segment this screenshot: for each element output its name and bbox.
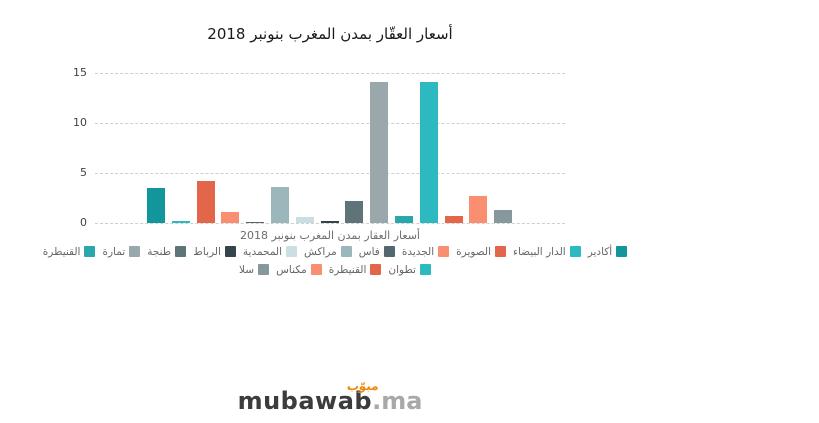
legend-item: سلا [239,262,270,277]
legend-label: الرباط [193,245,221,258]
chart-bar[interactable] [271,187,289,223]
chart-bar[interactable] [419,82,438,223]
legend-label: القنيطرة [42,245,81,258]
legend-item: القنيطرة [43,244,96,259]
chart-bar[interactable] [395,216,413,223]
chart-bar[interactable] [147,188,165,223]
chart-bar[interactable] [345,201,364,223]
legend-item: القنيطرة [329,262,382,277]
legend-item: مكناس [276,262,322,277]
legend-label: الصويرة [456,245,492,258]
legend-item: الجديدة [401,244,450,259]
chart-bar[interactable] [320,221,339,223]
legend-swatch [438,246,450,257]
chart-bar[interactable] [295,217,314,223]
legend-label: القنيطرة [328,263,367,276]
legend-label: سلا [239,263,255,276]
gridline-y0 [95,223,565,224]
legend-item: مراكش [304,244,352,259]
legend-label: فاس [358,245,380,258]
mubawab-wordmark: mubawab [237,387,373,415]
legend-swatch [495,246,507,257]
legend: أكادير الدار البيضاء الصويرة الجديدة فاس مراك… [43,244,628,277]
legend-label: تطوان [388,263,416,276]
legend-swatch [84,246,96,257]
legend-item: المحمدية [242,244,298,259]
legend-swatch [419,264,431,275]
legend-swatch [224,246,236,257]
legend-swatch [258,264,270,275]
chart-bar[interactable] [171,221,190,223]
legend-item: أكادير [588,244,628,259]
legend-swatch [370,264,382,275]
chart-bar[interactable] [469,196,488,223]
chart-bar[interactable] [370,82,389,223]
legend-item: الدار البيضاء [513,244,581,259]
legend-row-2: تطوان القنيطرة مكناس سلا [239,262,431,277]
legend-label: مكناس [276,263,307,276]
legend-label: أكادير [587,245,613,258]
legend-item: تمارة [102,244,141,259]
chart-bar[interactable] [494,210,513,223]
y-tick-label-0: 0 [80,216,87,229]
gridline-y5 [95,173,565,174]
legend-swatch [310,264,322,275]
legend-swatch [569,246,581,257]
legend-label: تمارة [102,245,126,258]
x-axis-title: أسعار العقار بمدن المغرب بنونبر 2018 [240,229,420,242]
chart-bar[interactable] [196,181,215,223]
legend-item: فاس [359,244,395,259]
legend-item: طنجة [147,244,187,259]
legend-label: الدار البيضاء [513,245,566,258]
legend-swatch [175,246,187,257]
legend-label: طنجة [147,245,172,258]
legend-swatch [286,246,298,257]
y-tick-label-5: 5 [80,166,87,179]
gridline-y10 [95,123,565,124]
legend-item: تطوان [388,262,431,277]
legend-swatch [340,246,352,257]
chart-title: أسعار العقّار بمدن المغرب بنونبر 2018 [207,25,453,43]
chart-bar[interactable] [246,222,265,223]
mubawab-tld: .ma [372,387,423,415]
legend-row-1: أكادير الدار البيضاء الصويرة الجديدة فاس مراك… [43,244,628,259]
y-tick-label-10: 10 [73,116,87,129]
legend-swatch [383,246,395,257]
legend-item: الرباط [193,244,236,259]
y-tick-label-15: 15 [73,66,87,79]
chart-bar[interactable] [221,212,240,223]
mubawab-logo-inner: مبوّب mubawab.ma [237,379,423,415]
legend-label: المحمدية [242,245,283,258]
gridline-y15 [95,73,565,74]
legend-label: الجديدة [401,245,435,258]
legend-label: مراكش [304,245,337,258]
mubawab-arabic-wordmark: مبوّب [345,379,380,393]
legend-swatch [616,246,628,257]
legend-swatch [129,246,141,257]
plot-area [95,73,565,224]
chart-bar[interactable] [444,216,463,223]
legend-item: الصويرة [456,244,507,259]
mubawab-logo: مبوّب mubawab.ma [95,379,565,415]
